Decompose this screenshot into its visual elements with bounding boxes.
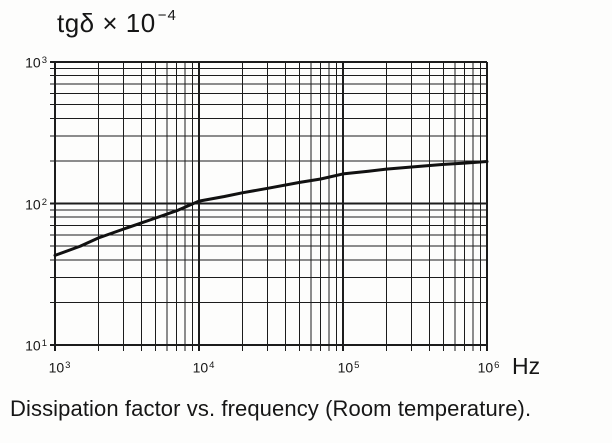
x-tick-1e4-base: 10: [192, 359, 209, 376]
chart-title-exponent: −4: [157, 7, 177, 25]
x-tick-1e3-exponent: 3: [65, 360, 71, 371]
y-tick-label-1e2: 102: [0, 195, 47, 213]
y-tick-1e1-base: 10: [25, 337, 41, 354]
chart-title: tgδ × 10 −4: [57, 7, 177, 39]
chart-title-base: tgδ × 10: [57, 8, 156, 38]
x-tick-1e5-base: 10: [337, 359, 354, 376]
x-tick-label-1e3: 103: [37, 358, 81, 375]
dissipation-factor-curve: [53, 160, 489, 257]
x-tick-1e5-exponent: 5: [354, 360, 360, 371]
x-tick-label-1e6: 106: [466, 358, 510, 375]
x-tick-1e4-exponent: 4: [209, 360, 215, 371]
y-tick-label-1e1: 101: [0, 336, 47, 354]
figure-caption: Dissipation factor vs. frequency (Room t…: [10, 396, 532, 421]
x-tick-1e6-base: 10: [477, 359, 494, 376]
x-tick-1e6-exponent: 6: [494, 360, 500, 371]
x-tick-label-1e4: 104: [181, 358, 225, 375]
y-tick-1e2-base: 10: [25, 196, 41, 213]
y-tick-1e1-exponent: 1: [41, 338, 47, 349]
x-tick-1e3-base: 10: [48, 359, 65, 376]
y-tick-1e2-exponent: 2: [41, 197, 47, 208]
y-tick-1e3-base: 10: [25, 54, 41, 71]
y-tick-1e3-exponent: 3: [41, 55, 47, 66]
y-tick-label-1e3: 103: [0, 53, 47, 71]
x-tick-label-1e5: 105: [326, 358, 370, 375]
x-axis-unit-label: Hz: [512, 353, 541, 379]
